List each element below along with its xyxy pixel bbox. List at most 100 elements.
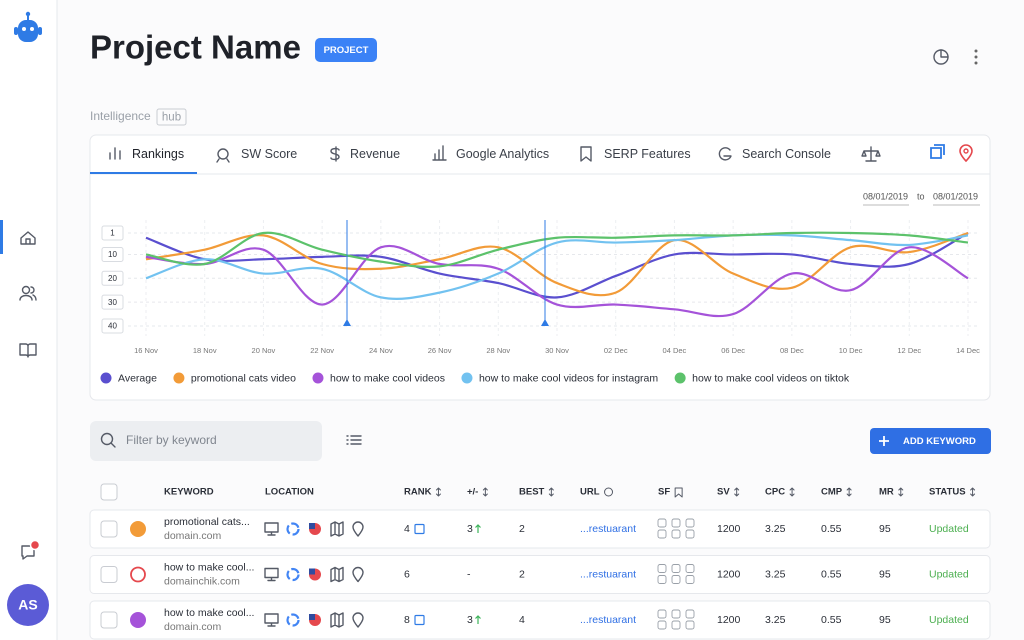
cpc: 3.25 [765, 568, 786, 580]
report-icon[interactable] [933, 49, 949, 65]
serp-feature-icon [685, 564, 695, 573]
rank-change: - [467, 568, 471, 580]
cpc: 3.25 [765, 523, 786, 535]
select-all-checkbox[interactable] [100, 483, 118, 501]
y-tick-box [101, 318, 124, 334]
best-rank: 2 [519, 568, 525, 580]
row-checkbox[interactable] [100, 566, 118, 583]
legend-swatch [461, 372, 473, 384]
add-keyword-button[interactable] [870, 428, 991, 454]
x-tick-label: 06 Dec [721, 346, 745, 355]
tab-label[interactable]: Revenue [350, 147, 400, 161]
mr: 95 [879, 568, 891, 580]
table-row[interactable] [89, 509, 991, 549]
x-tick-label: 10 Dec [839, 346, 863, 355]
book-icon[interactable] [19, 343, 37, 358]
url[interactable]: ...restuarant [580, 568, 636, 580]
menu-icon[interactable] [974, 49, 978, 65]
search-volume: 1200 [717, 568, 741, 580]
desktop-icon [264, 613, 279, 627]
list-icon[interactable] [346, 435, 362, 445]
url[interactable]: ...restuarant [580, 614, 636, 626]
serp-feature-icon [657, 620, 667, 630]
legend-label: how to make cool videos [330, 372, 445, 384]
y-tick-box [101, 246, 124, 262]
bookmark-icon [674, 487, 683, 498]
google-icon [286, 522, 300, 536]
filter-input[interactable] [90, 421, 322, 461]
location-icon [352, 566, 364, 583]
column-header: BEST [519, 487, 545, 498]
pin-icon[interactable] [959, 144, 973, 163]
tab-label[interactable]: SERP Features [604, 147, 691, 161]
x-tick-label: 14 Dec [956, 346, 980, 355]
flag-canton [309, 523, 315, 529]
search-volume: 1200 [717, 523, 741, 535]
home-icon[interactable] [20, 231, 36, 245]
y-tick-label: 10 [108, 250, 117, 259]
pin-dot [963, 148, 969, 154]
active-indicator [0, 220, 3, 254]
x-tick-label: 22 Nov [310, 346, 334, 355]
x-tick-label: 12 Dec [897, 346, 921, 355]
domain: domain.com [164, 530, 221, 542]
tab-label[interactable]: Rankings [132, 147, 184, 161]
mr: 95 [879, 523, 891, 535]
competition: 0.55 [821, 614, 842, 626]
table-row[interactable] [89, 600, 991, 640]
users-icon[interactable] [19, 285, 37, 301]
date-from[interactable]: 08/01/2019 [863, 191, 908, 201]
keyword-color [130, 566, 146, 583]
serp-feature-icon [657, 609, 667, 619]
copy-icon[interactable] [930, 144, 945, 159]
map-icon [330, 566, 344, 583]
up-arrow [475, 524, 481, 533]
row-checkbox[interactable] [100, 520, 118, 538]
chart-card [89, 134, 991, 401]
location-icon [352, 521, 364, 537]
y-tick-box [101, 225, 124, 241]
column-header: RANK [404, 487, 432, 498]
badge [315, 38, 377, 62]
url[interactable]: ...restuarant [580, 523, 636, 535]
mr: 95 [879, 614, 891, 626]
sort-icon [482, 487, 488, 497]
status: Updated [929, 568, 969, 580]
section-tag: hub [162, 112, 181, 124]
globe-icon [604, 487, 614, 497]
series-line [145, 244, 969, 318]
date-to[interactable]: 08/01/2019 [933, 191, 978, 201]
table-row[interactable] [89, 555, 991, 594]
serp-feature-icon [657, 529, 667, 539]
chart-marker [343, 220, 549, 326]
map-icon [330, 612, 344, 628]
search-volume: 1200 [717, 614, 741, 626]
rank-change: 3 [467, 523, 473, 535]
column-header: MR [879, 487, 894, 498]
sidebar [0, 0, 57, 640]
column-header: URL [580, 487, 600, 498]
serp-feature-icon [685, 575, 695, 584]
x-tick-label: 28 Nov [486, 346, 510, 355]
serp-feature-icon [671, 575, 681, 584]
sort-icon [435, 487, 441, 497]
avatar[interactable] [7, 584, 49, 626]
best-rank: 2 [519, 523, 525, 535]
y-tick-label: 30 [108, 298, 117, 307]
tab-label[interactable]: Google Analytics [456, 147, 549, 161]
rank-change: 3 [467, 614, 473, 626]
keyword: how to make cool... [164, 607, 254, 619]
row-checkbox[interactable] [100, 611, 118, 629]
tab-label[interactable]: Search Console [742, 147, 831, 161]
sort-icon [898, 487, 904, 497]
serp-feature-icon [671, 609, 681, 619]
series-line [145, 231, 969, 268]
tab-label[interactable]: SW Score [241, 147, 297, 161]
serp-feature-icon [671, 620, 681, 630]
section-tag-box [156, 108, 187, 126]
legend-label: how to make cool videos on tiktok [692, 372, 850, 384]
sort-icon [789, 487, 795, 497]
status: Updated [929, 614, 969, 626]
series-line [145, 231, 969, 297]
